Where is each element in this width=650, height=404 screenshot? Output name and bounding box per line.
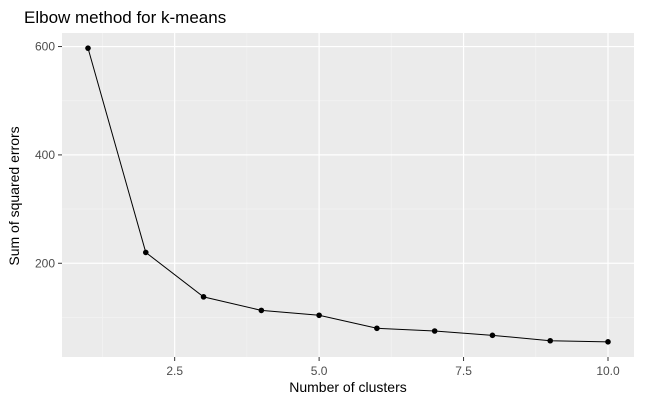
- plot-panel: [62, 33, 634, 357]
- minor-grid: [62, 33, 634, 357]
- y-axis-label: Sum of squared errors: [6, 126, 22, 265]
- x-tick-label: 5.0: [311, 364, 328, 378]
- data-point: [258, 307, 265, 314]
- data-point: [489, 332, 496, 339]
- y-tick-label: 600: [35, 40, 55, 54]
- data-point: [431, 328, 438, 334]
- x-axis-ticks: 2.5 5.0 7.5 10.0: [166, 357, 620, 378]
- data-point: [316, 312, 322, 319]
- data-point: [200, 294, 207, 300]
- major-grid: [62, 33, 634, 357]
- data-point: [142, 249, 149, 256]
- x-axis-label: Number of clusters: [289, 379, 406, 395]
- x-tick-label: 7.5: [455, 364, 472, 378]
- y-axis-ticks: 200 400 600: [35, 40, 62, 270]
- data-point: [374, 325, 380, 332]
- data-point: [547, 337, 554, 344]
- chart-title: Elbow method for k-means: [24, 8, 226, 27]
- y-tick-label: 200: [35, 256, 55, 270]
- x-tick-label: 2.5: [166, 364, 183, 378]
- y-tick-label: 400: [35, 148, 55, 162]
- data-points: [85, 45, 611, 345]
- data-point: [605, 339, 611, 345]
- data-point: [85, 45, 91, 51]
- x-tick-label: 10.0: [596, 364, 620, 378]
- sse-line: [87, 48, 609, 343]
